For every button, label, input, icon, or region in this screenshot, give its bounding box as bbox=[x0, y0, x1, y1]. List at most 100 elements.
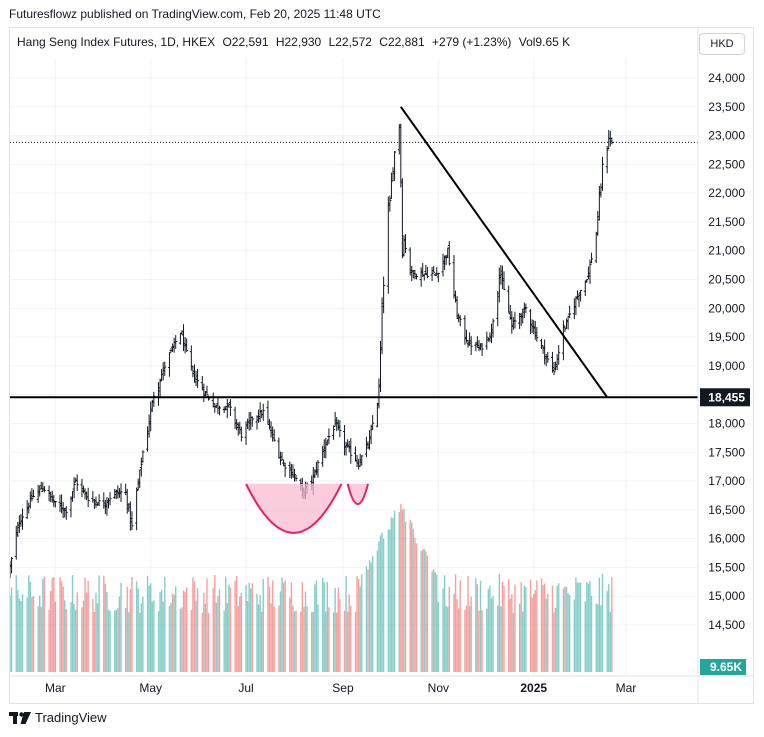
volume-bar bbox=[337, 587, 339, 672]
volume-bar bbox=[587, 583, 590, 672]
volume-bar bbox=[153, 600, 155, 672]
ohlc-bar bbox=[113, 488, 117, 499]
volume-bar bbox=[589, 580, 591, 672]
currency-button[interactable]: HKD bbox=[699, 33, 745, 55]
ohlc-bar bbox=[435, 267, 439, 277]
volume-bar bbox=[281, 577, 283, 672]
volume-bar bbox=[445, 605, 447, 672]
price-tick-label: 17,000 bbox=[708, 474, 745, 488]
volume-bar bbox=[43, 576, 46, 672]
ohlc-bar bbox=[10, 557, 14, 574]
volume-bar bbox=[579, 582, 582, 672]
volume-bar bbox=[456, 599, 458, 672]
footer-brand[interactable]: TradingView bbox=[9, 710, 107, 725]
volume-bar bbox=[32, 595, 35, 672]
ohlc-bar bbox=[139, 457, 143, 477]
volume-bar bbox=[398, 511, 400, 672]
ohlc-bar bbox=[530, 319, 534, 333]
volume-bar bbox=[507, 579, 510, 672]
ohlc-bar bbox=[413, 269, 417, 280]
ohlc-bar bbox=[172, 337, 176, 353]
volume-bar bbox=[354, 611, 357, 672]
ohlc-bar bbox=[116, 485, 120, 499]
volume-bar bbox=[171, 593, 174, 672]
volume-bar bbox=[173, 594, 175, 672]
volume-bar bbox=[207, 612, 210, 672]
ohlc-bar bbox=[529, 309, 533, 335]
symbol-title[interactable]: Hang Seng Index Futures, 1D, HKEX bbox=[17, 35, 216, 49]
volume-bar bbox=[53, 577, 55, 672]
volume-bar bbox=[107, 609, 110, 672]
ohlc-bar bbox=[108, 492, 112, 506]
volume-bar bbox=[137, 588, 139, 672]
ohlc-bar bbox=[561, 320, 565, 361]
volume-bar bbox=[17, 590, 19, 672]
ohlc-bar bbox=[178, 332, 182, 345]
ohlc-bar bbox=[424, 264, 428, 275]
volume-bar bbox=[522, 611, 524, 672]
volume-bar bbox=[542, 585, 544, 672]
ohlc-bar bbox=[583, 280, 587, 297]
ohlc-bar bbox=[605, 146, 609, 174]
volume-bar bbox=[578, 582, 580, 672]
volume-bar bbox=[117, 608, 119, 672]
volume-bar bbox=[531, 597, 533, 672]
volume-bar bbox=[279, 591, 282, 672]
ohlc-bar bbox=[291, 464, 295, 478]
price-tick-label: 14,500 bbox=[708, 618, 745, 632]
volume-bar bbox=[432, 569, 435, 672]
volume-bar bbox=[40, 606, 42, 672]
volume-bar bbox=[284, 580, 286, 672]
volume-bar bbox=[82, 600, 85, 672]
volume-bar bbox=[300, 611, 302, 672]
volume-bar bbox=[525, 587, 527, 672]
volume-bar bbox=[454, 574, 457, 672]
volume-bar bbox=[54, 601, 57, 672]
ohlc-bar bbox=[97, 494, 101, 507]
volume-bar bbox=[73, 603, 75, 672]
ohlc-bar bbox=[550, 351, 554, 373]
volume-bar bbox=[348, 594, 350, 672]
change-value: +279 (+1.23%) bbox=[432, 35, 512, 49]
ohlc-bar bbox=[102, 492, 106, 509]
volume-bar bbox=[442, 588, 444, 672]
volume-bar bbox=[359, 586, 361, 672]
ohlc-bar bbox=[404, 234, 408, 253]
volume-bar bbox=[426, 555, 429, 672]
ohlc-bar bbox=[464, 329, 468, 343]
volume-bar bbox=[403, 508, 405, 672]
volume-bar bbox=[282, 582, 285, 672]
ohlc-bar bbox=[349, 438, 353, 464]
chart-legend: Hang Seng Index Futures, 1D, HKEX O22,59… bbox=[17, 35, 574, 49]
ohlc-bar bbox=[71, 490, 75, 502]
volume-bar bbox=[268, 586, 271, 672]
volume-bar bbox=[184, 592, 186, 672]
volume-bar bbox=[135, 581, 138, 672]
ohlc-bar bbox=[60, 494, 64, 514]
volume-bar bbox=[376, 550, 379, 672]
ohlc-bar bbox=[258, 402, 262, 422]
volume-bar bbox=[509, 598, 511, 672]
ohlc-bar bbox=[378, 340, 382, 393]
volume-bar bbox=[378, 541, 380, 672]
volume-bar bbox=[411, 522, 413, 672]
ohlc-bar bbox=[608, 130, 612, 147]
volume-bar bbox=[193, 581, 196, 672]
volume-bar bbox=[109, 610, 111, 672]
ohlc-bar bbox=[574, 296, 578, 316]
ohlc-bar bbox=[369, 424, 373, 445]
volume-bar bbox=[562, 588, 565, 672]
ohlc-bar bbox=[69, 496, 73, 518]
ohlc-bar bbox=[167, 352, 171, 377]
volume-bar bbox=[95, 592, 97, 672]
ohlc-bar bbox=[469, 336, 473, 356]
volume-bar bbox=[195, 600, 197, 672]
ohlc-bar bbox=[607, 130, 611, 150]
ohlc-bar bbox=[447, 241, 451, 266]
volume-bar bbox=[576, 582, 579, 672]
volume-bar bbox=[204, 603, 207, 672]
volume-bar bbox=[51, 577, 53, 672]
ohlc-bar bbox=[540, 338, 544, 349]
ohlc-bar bbox=[280, 451, 284, 461]
